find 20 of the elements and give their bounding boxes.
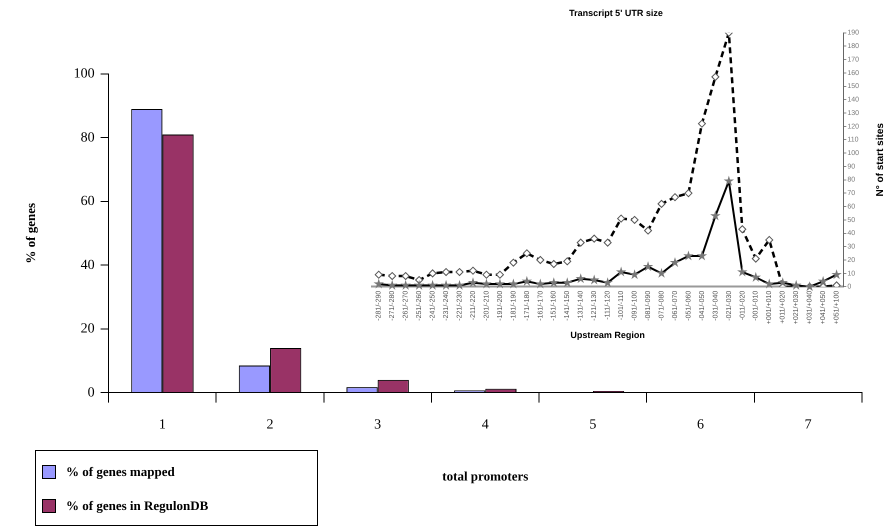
- y-tick-label: 0: [88, 385, 95, 400]
- x-tick-label: 2: [266, 418, 274, 433]
- x-tick-label: 6: [697, 418, 704, 433]
- x-tick-label: 1: [158, 418, 166, 433]
- y-tick-label: 60: [80, 194, 95, 210]
- x-tick-label: 4: [482, 418, 489, 433]
- x-axis-title: total promoters: [442, 468, 528, 484]
- y-tick-label: 80: [80, 130, 95, 146]
- y-axis-title: N° of start sites: [874, 122, 886, 196]
- x-tick-label: 3: [374, 418, 382, 433]
- y-axis-title: % of genes: [23, 202, 38, 264]
- chart-title: Transcript 5' UTR size: [569, 8, 663, 18]
- x-tick-label: 7: [804, 418, 812, 433]
- x-tick-label: 5: [589, 418, 596, 433]
- y-tick-label: 20: [80, 322, 95, 337]
- legend-label: % of genes mapped: [66, 464, 175, 480]
- x-axis-title: Upstream Region: [570, 330, 645, 340]
- y-tick-label: 100: [74, 66, 95, 82]
- legend-label: % of genes in RegulonDB: [66, 498, 208, 514]
- y-tick-label: 40: [80, 258, 95, 273]
